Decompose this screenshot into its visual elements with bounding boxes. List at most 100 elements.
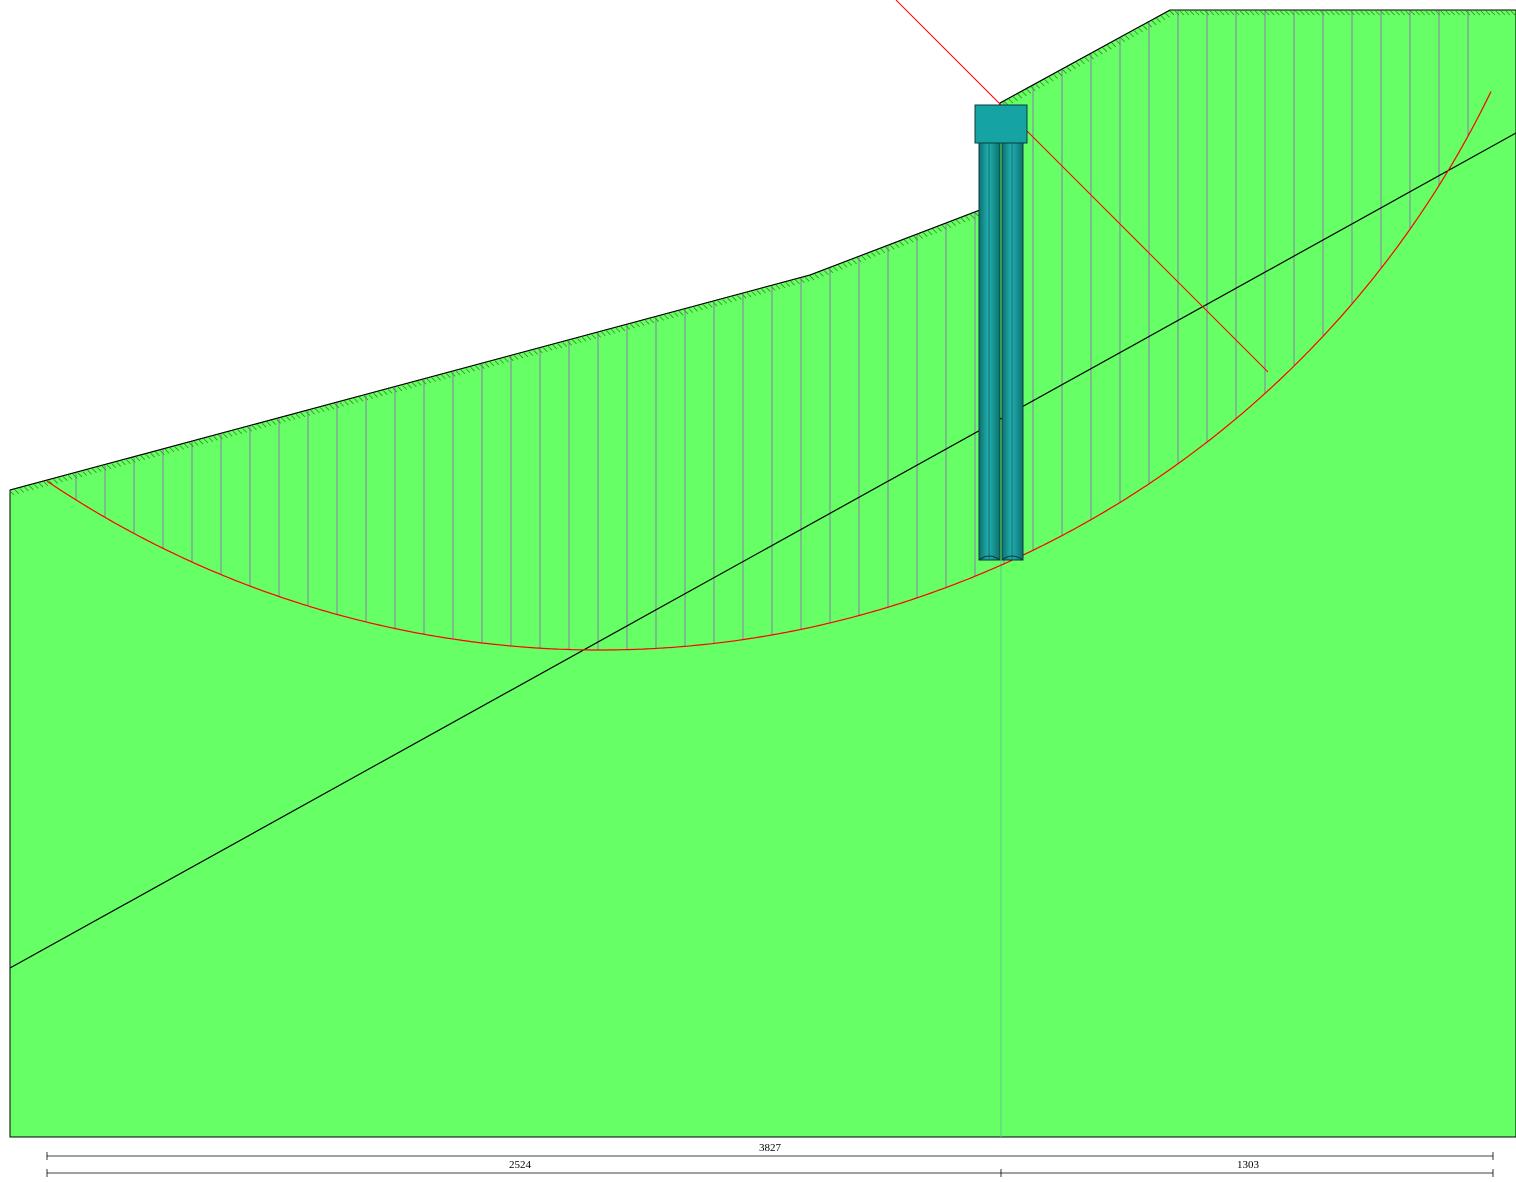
hatch-tick xyxy=(842,263,848,268)
hatch-tick xyxy=(421,379,427,385)
hatch-tick xyxy=(1048,76,1054,82)
pile-cap xyxy=(974,104,1028,144)
hatch-tick xyxy=(1133,30,1139,35)
hatch-tick xyxy=(198,439,204,445)
hatch-tick xyxy=(329,404,335,410)
hatch-tick xyxy=(581,336,587,342)
hatch-tick xyxy=(87,469,92,475)
hatch-tick xyxy=(557,343,563,349)
hatch-tick xyxy=(1089,54,1094,60)
hatch-tick xyxy=(232,430,238,436)
hatch-tick xyxy=(1350,10,1355,16)
hatch-tick xyxy=(257,424,262,429)
hatch-tick xyxy=(155,451,160,457)
hatch-tick xyxy=(1380,10,1385,16)
hatch-tick xyxy=(1013,96,1018,101)
hatch-tick xyxy=(494,360,500,365)
hatch-tick xyxy=(378,391,383,397)
hatch-tick xyxy=(823,270,829,275)
hatch-tick xyxy=(412,382,417,388)
hatch-tick xyxy=(475,365,480,371)
hatch-tick xyxy=(1300,10,1305,16)
hatch-tick xyxy=(174,446,180,451)
hatch-tick xyxy=(1075,62,1081,67)
hatch-tick xyxy=(956,219,961,225)
hatch-tick xyxy=(669,313,674,319)
hatch-tick xyxy=(179,445,184,450)
hatch-tick xyxy=(1360,10,1365,16)
hatch-tick xyxy=(150,452,155,458)
hatch-tick xyxy=(203,438,209,444)
hatch-tick xyxy=(387,389,393,394)
pile-right xyxy=(1001,142,1024,561)
hatch-tick xyxy=(737,295,742,300)
hatch-tick xyxy=(402,385,407,390)
hatch-tick xyxy=(640,321,645,326)
hatch-tick xyxy=(591,334,597,339)
hatch-tick xyxy=(894,243,900,248)
hatch-tick xyxy=(1480,10,1486,16)
hatch-tick xyxy=(1229,10,1235,16)
hatch-tick xyxy=(1116,40,1121,45)
hatch-tick xyxy=(368,394,374,399)
hatch-tick xyxy=(1510,10,1516,16)
hatch-tick xyxy=(1160,15,1166,21)
hatch-tick xyxy=(572,339,577,345)
hatch-tick xyxy=(160,450,165,455)
hatch-tick xyxy=(465,368,471,373)
hatch-tick xyxy=(1254,10,1260,16)
hatch-tick xyxy=(1295,10,1300,16)
slip-surface-arc xyxy=(46,91,1492,651)
hatch-tick xyxy=(33,484,39,489)
hatch-tick xyxy=(1290,10,1295,16)
hatch-tick xyxy=(310,409,315,415)
hatch-tick xyxy=(135,456,141,462)
hatch-tick xyxy=(1450,10,1456,16)
hatch-tick xyxy=(19,488,24,493)
hatch-tick xyxy=(1017,93,1023,99)
hatch-tick xyxy=(1315,10,1320,16)
hatch-tick xyxy=(1084,57,1090,62)
hatch-tick xyxy=(1445,10,1451,16)
hatch-tick xyxy=(727,297,732,303)
hatch-tick xyxy=(712,301,718,307)
hatch-tick xyxy=(286,416,291,421)
hatch-tick xyxy=(1325,10,1330,16)
hatch-tick xyxy=(875,250,881,255)
hatch-tick xyxy=(1008,98,1014,104)
hatch-tick xyxy=(1219,10,1225,16)
hatch-tick xyxy=(630,323,635,329)
hatch-tick xyxy=(1156,18,1161,23)
hatch-tick xyxy=(1129,32,1134,38)
hatch-tick xyxy=(43,481,49,487)
hatch-tick xyxy=(1249,10,1255,16)
hatch-tick xyxy=(1460,10,1466,16)
hatch-tick xyxy=(615,327,621,333)
hatch-tick xyxy=(1204,10,1210,16)
hatch-tick xyxy=(484,363,490,368)
hatch-tick xyxy=(383,390,388,395)
hatch-tick xyxy=(620,326,626,332)
hatch-tick xyxy=(852,259,857,265)
hatch-tick xyxy=(941,225,947,230)
hatch-tick xyxy=(1147,22,1152,28)
hatch-tick xyxy=(1390,10,1395,16)
hatch-tick xyxy=(1365,10,1370,16)
pile-left xyxy=(978,142,1001,561)
hatch-tick xyxy=(746,292,752,298)
hatch-tick xyxy=(678,310,684,316)
hatch-tick xyxy=(1080,59,1085,65)
hatch-tick xyxy=(247,426,252,432)
hatch-tick xyxy=(1280,10,1285,16)
hatch-tick xyxy=(1330,10,1335,16)
hatch-tick xyxy=(1405,10,1410,16)
hatch-tick xyxy=(295,413,301,419)
hatch-tick xyxy=(344,400,349,406)
hatch-tick xyxy=(1430,10,1436,16)
slip-circle-radius-line xyxy=(895,0,1269,373)
hatch-tick xyxy=(913,236,919,241)
hatch-tick xyxy=(164,449,170,454)
dimension-segments: 2524 1303 xyxy=(46,1159,1494,1177)
hatch-tick xyxy=(213,436,218,441)
hatch-tick xyxy=(904,239,909,245)
